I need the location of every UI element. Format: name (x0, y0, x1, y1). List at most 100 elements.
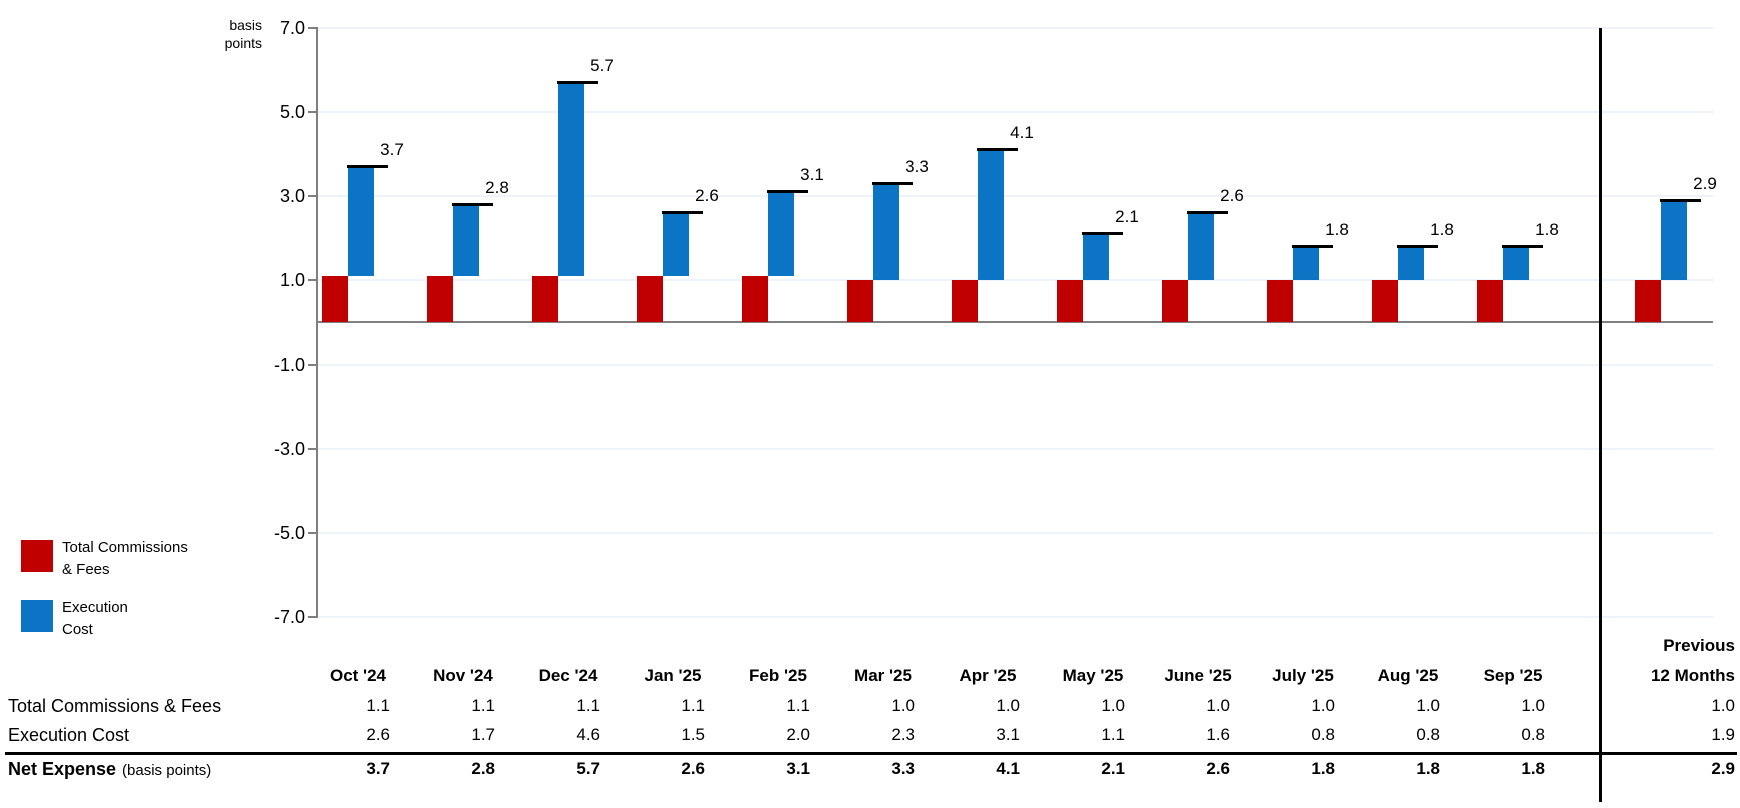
legend-swatch-red (21, 540, 53, 572)
table-cell-value: 1.0 (1311, 696, 1335, 715)
table-cell-value: 1.1 (366, 696, 390, 715)
table-cell-value: 1.7 (471, 725, 495, 744)
table-cell-value: 1.1 (681, 696, 705, 715)
legend-label-line: Cost (62, 621, 93, 638)
table-column-header: Jan '25 (644, 666, 702, 685)
chart-legend: Total Commissions & Fees Execution Cost (21, 537, 188, 641)
table-cell-value: 2.3 (891, 725, 915, 744)
net-expense-value-label: 3.3 (905, 156, 929, 176)
table-column-header: Aug '25 (1377, 666, 1439, 685)
legend-item-execution-cost: Execution Cost (21, 597, 188, 641)
table-cell-value: 2.1 (1101, 759, 1125, 778)
net-expense-value-label: 1.8 (1535, 219, 1559, 239)
y-axis-tick-label: -5.0 (273, 522, 305, 543)
table-cell-value: 0.8 (1416, 725, 1440, 744)
table-summary-value: 2.9 (1711, 759, 1735, 778)
table-column-header: July '25 (1272, 666, 1334, 685)
net-expense-marker (1292, 244, 1333, 248)
table-row-label-suffix: (basis points) (122, 762, 212, 779)
gridline (318, 447, 1713, 450)
net-expense-value-label: 2.6 (695, 186, 719, 206)
table-row-label-text: Net Expense (8, 759, 117, 779)
gridline (318, 616, 1713, 618)
net-expense-marker (977, 148, 1018, 151)
net-expense-marker (1502, 244, 1543, 248)
net-expense-value-label: 3.1 (800, 165, 824, 185)
table-cell-value: 2.6 (366, 725, 390, 744)
table-cell-value: 0.8 (1311, 725, 1335, 744)
legend-label-line: Execution (62, 599, 128, 616)
table-summary-value: 1.0 (1711, 696, 1735, 715)
table-cell-value: 1.1 (786, 696, 810, 715)
table-row-label-text: Total Commissions & Fees (8, 696, 222, 716)
legend-label-line: & Fees (62, 561, 110, 578)
table-cell-value: 1.0 (996, 696, 1020, 715)
net-expense-marker (1660, 198, 1701, 202)
table-column-header: Feb '25 (749, 666, 807, 685)
table-cell-value: 2.6 (681, 759, 705, 778)
table-column-header: Nov '24 (433, 666, 493, 685)
table-cell-value: 1.0 (1416, 696, 1440, 715)
table-cell-value: 1.1 (1101, 725, 1125, 744)
table-cell-value: 1.0 (891, 696, 915, 715)
table-cell-value: 4.6 (576, 725, 600, 744)
table-cell-value: 3.1 (786, 759, 810, 778)
net-expense-value-label: 2.9 (1693, 173, 1717, 193)
table-net-rule (5, 752, 1737, 755)
bar-total-commissions (427, 276, 453, 323)
gridline (318, 279, 1713, 282)
net-expense-marker (872, 181, 913, 185)
y-axis-tick (308, 363, 318, 366)
table-cell-value: 2.0 (786, 725, 810, 744)
y-axis-tick-label: 3.0 (279, 186, 305, 207)
y-axis-tick-label: 5.0 (279, 102, 305, 123)
table-cell-value: 0.8 (1521, 725, 1545, 744)
summary-separator-line (1599, 28, 1602, 802)
y-axis-unit-label: basis points (190, 16, 262, 52)
bar-total-commissions (1635, 280, 1661, 323)
net-expense-marker (767, 190, 808, 194)
net-expense-value-label: 5.7 (590, 55, 614, 75)
net-expense-marker (452, 202, 493, 206)
table-cell-value: 3.1 (996, 725, 1020, 744)
y-axis-unit-line1: basis (229, 17, 262, 33)
bar-total-commissions (1477, 280, 1503, 323)
net-expense-marker (1082, 232, 1123, 236)
gridline (318, 363, 1713, 366)
bar-total-commissions (637, 276, 663, 323)
net-expense-value-label: 2.6 (1220, 186, 1244, 206)
bar-total-commissions (952, 280, 978, 323)
table-cell-value: 1.8 (1521, 759, 1545, 778)
bar-total-commissions (742, 276, 768, 323)
table-summary-value: 1.9 (1711, 725, 1735, 744)
table-column-header: June '25 (1164, 666, 1232, 685)
y-axis-tick-label: -3.0 (273, 438, 305, 459)
bar-execution-cost (1188, 213, 1214, 281)
net-expense-value-label: 2.1 (1115, 207, 1139, 227)
table-column-header: Apr '25 (959, 666, 1017, 685)
net-expense-value-label: 4.1 (1010, 123, 1034, 142)
table-row-label: Total Commissions & Fees (8, 696, 221, 716)
table-cell-value: 1.5 (681, 725, 705, 744)
net-expense-marker (1187, 211, 1228, 215)
y-axis-tick (308, 27, 318, 29)
table-cell-value: 1.8 (1416, 759, 1440, 778)
table-cell-value: 1.0 (1521, 696, 1545, 715)
table-column-header: Sep '25 (1483, 666, 1543, 685)
bar-execution-cost (558, 82, 584, 277)
gridline (318, 531, 1713, 534)
y-axis-tick-label: 7.0 (279, 18, 305, 38)
y-axis-tick (308, 616, 318, 618)
net-expense-marker (557, 80, 598, 84)
bar-execution-cost (1398, 246, 1424, 281)
table-column-header: Oct '24 (329, 666, 386, 685)
net-expense-value-label: 2.8 (485, 177, 509, 197)
net-expense-marker (1397, 244, 1438, 248)
net-expense-value-label: 1.8 (1430, 219, 1454, 239)
table-summary-header-line2: 12 Months (1650, 666, 1735, 685)
y-axis-unit-line2: points (224, 35, 262, 51)
gridline (318, 195, 1713, 198)
bar-total-commissions (1372, 280, 1398, 323)
